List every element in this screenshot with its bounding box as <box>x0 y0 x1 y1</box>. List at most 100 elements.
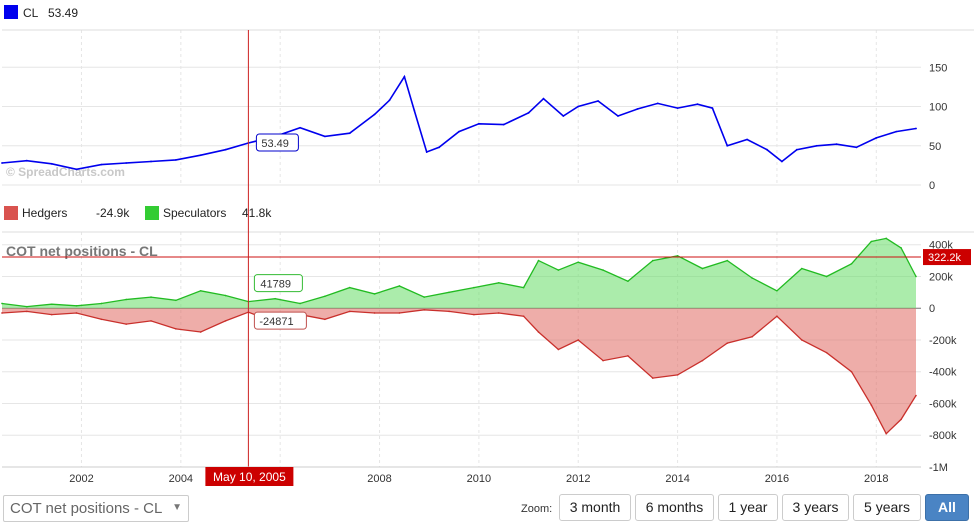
crosshair-value-hedgers: -24871 <box>259 316 293 328</box>
y-tick-label: 100 <box>929 102 947 114</box>
data-point-speculators <box>885 237 888 240</box>
data-point-cl <box>855 146 858 149</box>
data-point-hedgers <box>224 320 227 322</box>
chart-area[interactable]: 0 50 100 150 CL 53.49 © SpreadCharts.com 53.49 -… <box>0 0 974 492</box>
data-point-hedgers <box>627 355 629 357</box>
data-point-hedgers <box>448 310 450 313</box>
data-point-speculators <box>324 295 326 298</box>
data-point-speculators <box>50 303 53 306</box>
data-point-cl <box>835 143 838 146</box>
data-point-cl <box>348 132 351 135</box>
data-point-hedgers <box>50 313 53 316</box>
data-point-speculators <box>175 299 177 302</box>
data-point-cl <box>1 162 3 164</box>
legend-swatch-hedgers <box>4 206 18 220</box>
data-point-speculators <box>870 240 873 243</box>
zoom-label: Zoom: <box>521 503 553 515</box>
data-point-cl <box>199 154 202 157</box>
hedgers-line <box>1 309 917 435</box>
data-point-speculators <box>651 259 654 262</box>
zoom-1-year-button[interactable]: 1 year <box>718 494 778 521</box>
bottom-toolbar: COT net positions - CL ▼ Zoom: 3 month 6… <box>0 492 974 525</box>
data-point-speculators <box>348 286 351 289</box>
legend-label-cl: CL <box>23 6 39 20</box>
legend-value-hedgers: -24.9k <box>96 206 130 220</box>
data-point-hedgers <box>1 312 3 314</box>
data-point-hedgers <box>497 312 500 314</box>
data-point-cl <box>25 159 28 162</box>
data-point-speculators <box>602 269 604 271</box>
data-point-hedgers <box>175 328 177 330</box>
data-point-speculators <box>850 262 853 265</box>
data-point-hedgers <box>423 309 426 311</box>
zoom-5-years-button[interactable]: 5 years <box>853 494 921 521</box>
data-point-cl <box>425 151 428 153</box>
data-point-speculators <box>448 291 450 294</box>
data-point-speculators <box>701 267 704 270</box>
data-point-hedgers <box>473 313 475 316</box>
x-tick-label: 2010 <box>467 473 491 485</box>
data-point-speculators <box>423 296 426 298</box>
y-tick-label: -600k <box>929 398 957 410</box>
zoom-3-years-button[interactable]: 3 years <box>782 494 849 521</box>
data-point-hedgers <box>602 359 604 362</box>
crosshair-date-badge <box>205 467 294 486</box>
hedgers-fill <box>2 308 916 434</box>
data-point-cl <box>100 163 103 166</box>
data-point-hedgers <box>726 342 729 344</box>
data-point-cl <box>527 111 530 114</box>
data-point-speculators <box>537 259 540 262</box>
zoom-6-months-button[interactable]: 6 months <box>635 494 714 521</box>
data-point-speculators <box>915 275 917 278</box>
x-tick-label: 2008 <box>367 473 391 485</box>
data-point-cl <box>75 168 78 171</box>
data-point-hedgers <box>885 432 888 435</box>
data-point-speculators <box>577 261 580 263</box>
zoom-all-button[interactable]: All <box>925 494 969 521</box>
data-point-cl <box>438 146 441 149</box>
data-point-speculators <box>1 302 3 305</box>
y-tick-label: -800k <box>929 430 957 442</box>
data-point-cl <box>577 105 580 108</box>
data-point-hedgers <box>900 418 902 421</box>
data-point-speculators <box>825 275 828 278</box>
series-select-value: COT net positions - CL <box>10 500 163 517</box>
data-point-cl <box>403 75 406 78</box>
data-point-hedgers <box>776 315 778 317</box>
data-point-cl <box>299 126 301 129</box>
data-point-cl <box>562 115 565 117</box>
crosshair-value-cl: 53.49 <box>261 138 289 150</box>
legend-label-hedgers: Hedgers <box>22 206 67 220</box>
crosshair-tooltip-hedgers <box>253 311 307 330</box>
data-point-cl <box>915 127 917 130</box>
watermark: © SpreadCharts.com <box>6 165 125 179</box>
data-point-hedgers <box>398 312 401 314</box>
crosshair-date-label: May 10, 2005 <box>213 470 286 484</box>
data-point-hedgers <box>26 310 28 313</box>
y-tick-label: -200k <box>929 335 957 347</box>
data-point-hedgers <box>75 312 78 314</box>
data-point-speculators <box>274 297 277 300</box>
y-tick-label: 150 <box>929 62 947 74</box>
legend-value-speculators: 41.8k <box>242 206 272 220</box>
data-point-hedgers <box>125 323 127 325</box>
data-point-speculators <box>900 247 902 249</box>
data-point-cl <box>726 144 729 147</box>
speculators-line <box>1 237 917 308</box>
series-select[interactable]: COT net positions - CL ▼ <box>3 495 189 522</box>
data-point-cl <box>795 148 798 151</box>
data-point-cl <box>766 148 768 151</box>
data-point-hedgers <box>537 331 540 333</box>
data-point-hedgers <box>150 320 152 322</box>
data-point-hedgers <box>324 318 326 321</box>
series-line-cl <box>1 74 917 171</box>
chevron-down-icon: ▼ <box>172 502 182 513</box>
data-point-cl <box>696 103 699 106</box>
data-point-cl <box>895 130 898 133</box>
data-point-speculators <box>199 289 202 292</box>
data-point-speculators <box>398 285 401 287</box>
zoom-3-month-button[interactable]: 3 month <box>559 494 631 521</box>
data-point-cl <box>676 107 679 110</box>
legend-label-speculators: Speculators <box>163 206 226 220</box>
data-point-hedgers <box>557 348 560 351</box>
